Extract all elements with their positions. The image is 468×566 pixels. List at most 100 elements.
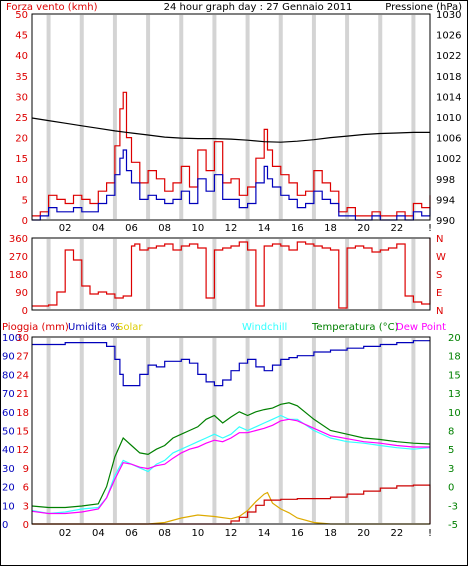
rain-ticks: 0 3 6 9 12 15 18 21 24 27 30 [16,333,29,531]
pressure-tick: 998 [436,175,455,186]
x-tick-label: 08 [158,223,171,234]
x-tick-label: 16 [291,223,304,234]
temp-series-3 [31,418,430,515]
humidity-tick: 80 [2,370,15,381]
rain-tick: 15 [16,427,29,438]
pressure-tick: 1022 [436,51,461,62]
rain-tick: 18 [16,408,29,419]
hour-band [179,15,184,219]
hour-band [112,338,117,523]
humidity-tick: 100 [2,333,21,344]
series-line-2 [31,117,430,143]
hour-band [411,338,416,523]
legend: Pioggia (mm) Umidita % Solar Windchill T… [2,322,446,333]
hour-band [179,338,184,523]
x-tick-label: 22 [390,223,403,234]
hour-band [378,338,383,523]
x-tick-label: 20 [357,223,370,234]
hour-band [311,15,316,219]
rain-tick: 3 [23,501,29,512]
compass-tick: W [436,252,446,263]
temp-tick: 3 [448,464,454,475]
temp-tick: 13 [448,389,461,400]
x-tick-label: 20 [357,528,370,539]
x-tick-label: 14 [258,223,271,234]
hour-band [278,239,283,309]
temp-tick: -5 [448,520,458,531]
temp-series-0 [32,340,430,387]
compass-tick: N [436,306,443,317]
x-tick-label: 18 [324,223,337,234]
direction-tick: 180 [9,270,28,281]
legend-solar: Solar [117,322,143,333]
x-tick-label: 06 [125,223,138,234]
direction-plot-border [31,237,431,311]
rain-tick: 21 [16,389,29,400]
hour-bands [46,15,416,219]
x-tick-label: 02 [59,223,72,234]
pressure-tick: 1014 [436,92,461,103]
rain-tick: 27 [16,352,29,363]
pressure-tick: 990 [436,216,455,227]
humidity-tick: 30 [2,464,15,475]
wind-tick: 30 [15,92,28,103]
legend-pioggia: Pioggia (mm) [2,322,69,333]
hour-band [245,15,250,219]
hour-band [46,15,51,219]
temp-series-1 [31,402,431,509]
hour-band [112,239,117,309]
wind-tick: 40 [15,51,28,62]
hour-band [345,338,350,523]
temp-tick: 18 [448,352,461,363]
temp-plot-border [31,336,431,525]
direction-ticks: 0 90 180 270 360 [9,234,28,317]
temp-series-2 [31,414,431,515]
direction-line-0 [32,238,431,309]
temp-tick: 8 [448,427,454,438]
hour-band [345,15,350,219]
rain-tick: 0 [23,520,29,531]
hour-band [411,15,416,219]
hour-band [146,338,151,523]
temp-ticks: -5 -3 0 3 5 8 10 13 15 18 20 [448,333,461,531]
wind-tick: 5 [22,195,28,206]
x-tick-label: 02 [59,528,72,539]
x-ticks-top: 02 04 06 08 10 12 14 16 18 20 22! [59,223,432,234]
temp-tick: 0 [448,483,454,494]
x-tick-label: 04 [92,223,105,234]
hour-band [212,15,217,219]
temperature-series [31,340,431,525]
x-tick-label: 14 [258,528,271,539]
humidity-tick: 0 [2,520,8,531]
humidity-tick: 40 [2,445,15,456]
x-tick-label: ! [428,528,432,539]
temp-tick: 20 [448,333,461,344]
legend-dewpoint: Dew Point [396,322,446,333]
direction-tick: 360 [9,234,28,245]
humidity-ticks: 0 10 20 30 40 50 60 70 80 90 100 [2,333,21,531]
legend-windchill: Windchill [242,322,287,333]
x-tick-label: 10 [191,528,204,539]
x-tick-label: 22 [390,528,403,539]
direction-tick: 270 [9,252,28,263]
hour-band [278,15,283,219]
chart-title: 24 hour graph day : 27 Gennaio 2011 [164,2,353,13]
pressure-tick: 1026 [436,31,461,42]
hour-band [378,15,383,219]
hour-band [46,338,51,523]
hour-band [79,15,84,219]
x-tick-label: 18 [324,528,337,539]
x-tick-label: 12 [225,528,238,539]
hour-band [146,15,151,219]
x-tick-label: ! [428,223,432,234]
hour-band [179,239,184,309]
x-tick-label: 06 [125,528,138,539]
humidity-tick: 60 [2,408,15,419]
legend-temperatura: Temperatura (°C) [311,322,399,333]
x-tick-label: 08 [158,528,171,539]
wind-tick: 35 [15,72,28,83]
temp-tick: 15 [448,370,461,381]
